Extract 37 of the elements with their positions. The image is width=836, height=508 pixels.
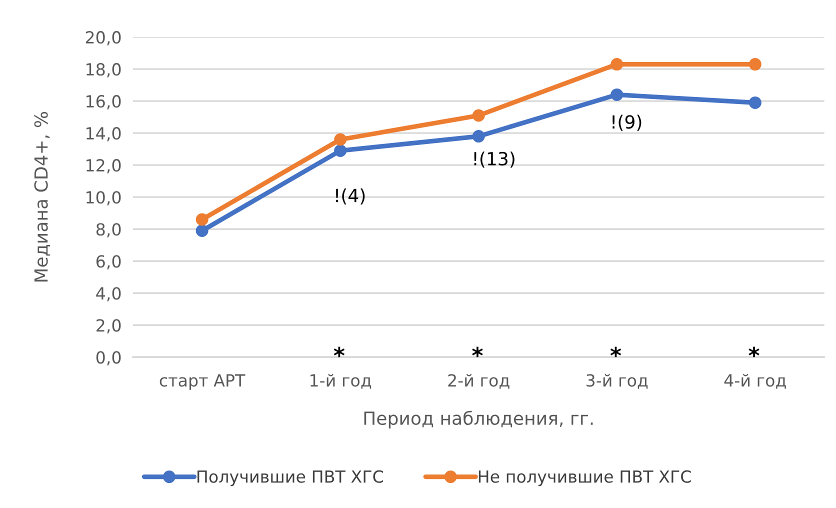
point: [748, 58, 762, 71]
legend-label: Не получившие ПВТ ХГС: [478, 470, 691, 486]
y-tick-label: 16,0: [86, 95, 121, 110]
x-tick-label: 1-й год: [310, 374, 372, 389]
annotation: !(13): [474, 152, 514, 168]
y-tick-label: 4,0: [96, 287, 121, 302]
annotation: *: [334, 346, 345, 358]
point: [472, 109, 485, 122]
y-tick-label: 8,0: [96, 223, 121, 238]
point: [334, 144, 347, 157]
point: [334, 133, 347, 146]
x-tick-label: 3-й год: [586, 374, 648, 389]
y-tick-label: 12,0: [86, 159, 121, 174]
y-tick-label: 18,0: [86, 63, 121, 78]
y-axis-title: Медиана CD4+, %: [34, 112, 50, 282]
annotation: *: [472, 346, 483, 358]
point: [472, 130, 485, 143]
y-tick-label: 14,0: [86, 127, 121, 142]
point: [610, 58, 624, 71]
point: [610, 88, 624, 101]
annotation: *: [610, 346, 622, 358]
y-tick-label: 20,0: [86, 31, 121, 46]
annotation: !(9): [612, 114, 642, 131]
y-tick-label: 10,0: [86, 191, 121, 206]
legend-label: Получившие ПВТ ХГС: [198, 470, 384, 486]
point: [196, 213, 208, 226]
x-axis-title: Период наблюдения, гг.: [364, 410, 593, 429]
y-tick-label: 2,0: [96, 319, 121, 334]
annotation: !(4): [336, 188, 365, 204]
x-tick-label: 2-й год: [448, 374, 510, 389]
y-tick-label: 0,0: [96, 351, 121, 366]
y-tick-label: 6,0: [96, 255, 121, 270]
point: [196, 224, 208, 237]
point: [748, 96, 762, 109]
x-tick-label: старт АРТ: [160, 374, 246, 390]
x-tick-label: 4-й год: [724, 374, 786, 389]
annotation: *: [748, 346, 760, 358]
